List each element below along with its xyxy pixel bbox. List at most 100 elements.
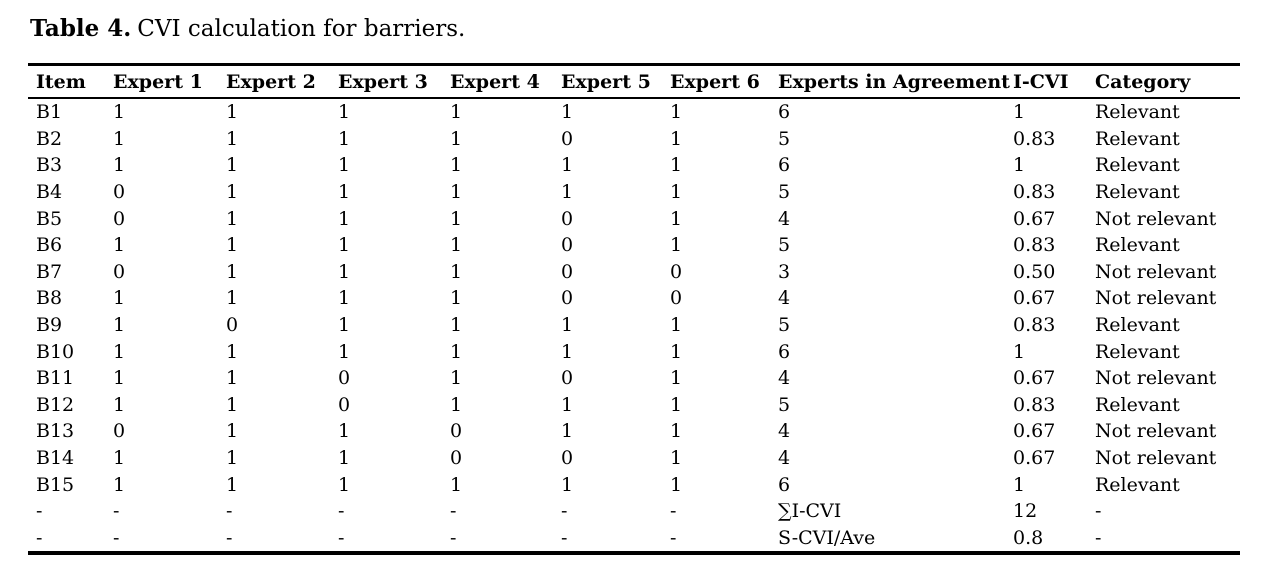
cell-i-cvi: 0.67 (1013, 420, 1056, 443)
cell-category: Relevant (1095, 154, 1180, 177)
cell-expert-1: 1 (113, 340, 126, 363)
cell-expert-5: 1 (561, 154, 574, 177)
table-row: B7 0 1 1 1 0 0 3 0.50 Not relevant (28, 259, 1240, 286)
cell-i-cvi: 1 (1013, 154, 1026, 177)
cell-expert-6: 1 (670, 234, 683, 257)
cell-expert-6: 1 (670, 181, 683, 204)
cell-experts-in-agreement: 3 (778, 260, 791, 283)
cell-expert-1: - (113, 526, 120, 549)
cell-expert-5: 1 (561, 473, 574, 496)
cell-expert-5: 0 (561, 367, 574, 390)
cell-i-cvi: 0.83 (1013, 314, 1056, 337)
cell-item: B1 (36, 101, 63, 124)
cell-item: B9 (36, 314, 63, 337)
cell-expert-5: 0 (561, 207, 574, 230)
cell-i-cvi: 0.83 (1013, 127, 1056, 150)
table-row: B6 1 1 1 1 0 1 5 0.83 Relevant (28, 232, 1240, 259)
cvi-table: Item Expert 1 Expert 2 Expert 3 Expert 4 Expe… (28, 63, 1240, 556)
cell-i-cvi: 0.67 (1013, 287, 1056, 310)
cell-experts-in-agreement: 4 (778, 447, 791, 470)
cell-experts-in-agreement: 4 (778, 367, 791, 390)
cell-expert-3: - (338, 526, 345, 549)
cell-expert-2: 1 (226, 154, 239, 177)
cell-item: B6 (36, 234, 63, 257)
cell-expert-2: 0 (226, 314, 239, 337)
cell-expert-4: 0 (450, 447, 463, 470)
cell-expert-2: - (226, 500, 233, 523)
cell-expert-1: 0 (113, 181, 126, 204)
cell-expert-1: 1 (113, 447, 126, 470)
cell-i-cvi: 1 (1013, 340, 1026, 363)
column-header-expert-4: Expert 4 (450, 64, 561, 99)
cell-experts-in-agreement: 4 (778, 207, 791, 230)
cell-category: Relevant (1095, 127, 1180, 150)
column-header-expert-6: Expert 6 (670, 64, 778, 99)
table-row: B15 1 1 1 1 1 1 6 1 Relevant (28, 471, 1240, 498)
table-row: B1 1 1 1 1 1 1 6 1 Relevant (28, 98, 1240, 126)
cell-category: Not relevant (1095, 287, 1217, 310)
cell-item: B7 (36, 260, 63, 283)
cell-category: - (1095, 526, 1102, 549)
cell-expert-4: 1 (450, 314, 463, 337)
cell-expert-2: 1 (226, 260, 239, 283)
table-caption-label: Table 4. (30, 15, 132, 42)
cell-expert-3: 0 (338, 393, 351, 416)
cell-expert-5: 1 (561, 420, 574, 443)
table-body: B1 1 1 1 1 1 1 6 1 Relevant B2 1 1 1 1 0 1 5 0.83 Relevant B… (28, 98, 1240, 553)
cell-experts-in-agreement: 5 (778, 234, 791, 257)
cell-expert-6: 1 (670, 127, 683, 150)
cell-expert-4: - (450, 526, 457, 549)
cell-item: B11 (36, 367, 75, 390)
cell-expert-2: 1 (226, 473, 239, 496)
cell-expert-5: 0 (561, 127, 574, 150)
cell-i-cvi: 0.67 (1013, 447, 1056, 470)
cell-expert-3: 1 (338, 314, 351, 337)
cell-expert-6: 1 (670, 473, 683, 496)
cell-item: B15 (36, 473, 75, 496)
cell-category: Relevant (1095, 101, 1180, 124)
cell-expert-1: 1 (113, 314, 126, 337)
cell-expert-6: 1 (670, 447, 683, 470)
cell-i-cvi: 1 (1013, 473, 1026, 496)
cell-experts-in-agreement: 4 (778, 420, 791, 443)
table-header: Item Expert 1 Expert 2 Expert 3 Expert 4 Expe… (28, 64, 1240, 99)
cell-expert-1: 1 (113, 234, 126, 257)
cell-expert-6: 1 (670, 154, 683, 177)
cell-expert-2: 1 (226, 393, 239, 416)
cell-expert-2: 1 (226, 127, 239, 150)
cell-experts-in-agreement: 6 (778, 473, 791, 496)
cell-expert-6: 1 (670, 340, 683, 363)
cell-experts-in-agreement: 5 (778, 127, 791, 150)
column-header-expert-2: Expert 2 (226, 64, 338, 99)
cell-expert-1: 1 (113, 393, 126, 416)
cell-experts-in-agreement: ∑I-CVI (778, 500, 842, 523)
cell-expert-2: 1 (226, 234, 239, 257)
cell-i-cvi: 0.83 (1013, 234, 1056, 257)
table-row: B10 1 1 1 1 1 1 6 1 Relevant (28, 338, 1240, 365)
cell-expert-3: 1 (338, 260, 351, 283)
cell-expert-3: 1 (338, 127, 351, 150)
cell-experts-in-agreement: 6 (778, 340, 791, 363)
cell-expert-4: 1 (450, 340, 463, 363)
table-row: B5 0 1 1 1 0 1 4 0.67 Not relevant (28, 205, 1240, 232)
cell-category: Not relevant (1095, 447, 1217, 470)
cell-expert-4: 1 (450, 260, 463, 283)
cell-expert-3: 1 (338, 447, 351, 470)
cell-category: Not relevant (1095, 207, 1217, 230)
column-header-i-cvi: I-CVI (1013, 64, 1095, 99)
cell-expert-4: 1 (450, 154, 463, 177)
cell-category: Relevant (1095, 393, 1180, 416)
table-row: B11 1 1 0 1 0 1 4 0.67 Not relevant (28, 365, 1240, 392)
cell-expert-3: 1 (338, 154, 351, 177)
cell-item: B13 (36, 420, 75, 443)
cell-expert-4: 1 (450, 287, 463, 310)
cell-category: Relevant (1095, 234, 1180, 257)
table-caption: Table 4. CVI calculation for barriers. (30, 14, 465, 44)
cell-item: B8 (36, 287, 63, 310)
cell-experts-in-agreement: 5 (778, 181, 791, 204)
cell-expert-1: - (113, 500, 120, 523)
cell-expert-2: 1 (226, 181, 239, 204)
cell-category: Relevant (1095, 181, 1180, 204)
cell-i-cvi: 0.83 (1013, 393, 1056, 416)
cell-experts-in-agreement: 6 (778, 101, 791, 124)
